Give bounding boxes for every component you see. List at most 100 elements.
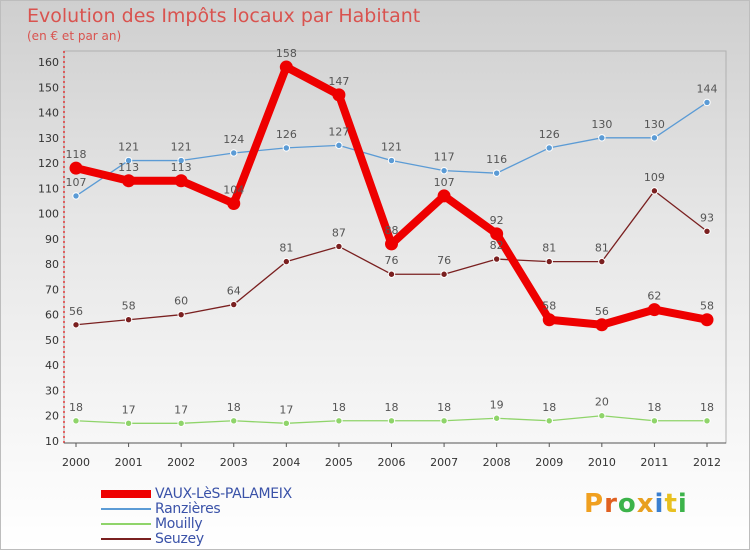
data-label: 144 bbox=[697, 82, 718, 95]
x-tick-label: 2000 bbox=[62, 456, 90, 469]
data-point bbox=[177, 419, 185, 428]
data-point bbox=[282, 144, 291, 152]
legend-label: Ranzières bbox=[155, 501, 221, 517]
x-tick-label: 2001 bbox=[115, 456, 143, 469]
data-point bbox=[387, 156, 396, 165]
data-label: 104 bbox=[223, 183, 244, 196]
data-point bbox=[332, 88, 346, 102]
logo-letter: i bbox=[677, 489, 688, 519]
data-label: 116 bbox=[486, 153, 507, 166]
y-tick-label: 60 bbox=[45, 309, 59, 322]
data-label: 58 bbox=[542, 300, 556, 313]
data-point bbox=[72, 417, 80, 425]
data-label: 18 bbox=[700, 401, 714, 414]
y-tick-label: 10 bbox=[45, 435, 59, 448]
data-label: 60 bbox=[174, 295, 188, 308]
data-label: 109 bbox=[644, 171, 665, 184]
data-point bbox=[650, 187, 659, 195]
data-point bbox=[174, 174, 188, 188]
data-label: 127 bbox=[328, 125, 349, 138]
data-label: 147 bbox=[328, 75, 349, 88]
data-point bbox=[647, 303, 661, 317]
data-label: 113 bbox=[171, 161, 192, 174]
data-point bbox=[177, 310, 185, 319]
data-labels-layer: 118 113 113 104 158 147 88 107 92 58 56 62 58 107 121 1… bbox=[66, 47, 718, 416]
data-label: 126 bbox=[539, 128, 560, 141]
data-point bbox=[227, 196, 241, 210]
data-point bbox=[335, 141, 343, 150]
data-label: 107 bbox=[66, 176, 87, 189]
data-point bbox=[279, 60, 293, 74]
data-label: 17 bbox=[279, 403, 293, 416]
data-label: 117 bbox=[434, 151, 455, 164]
data-label: 76 bbox=[385, 254, 399, 267]
data-point bbox=[385, 237, 398, 251]
data-point bbox=[72, 321, 80, 329]
data-label: 118 bbox=[66, 148, 87, 161]
y-tick-label: 20 bbox=[45, 410, 59, 423]
data-label: 76 bbox=[437, 254, 451, 267]
data-point bbox=[440, 417, 448, 425]
x-tick-label: 2006 bbox=[378, 456, 406, 469]
data-point bbox=[650, 134, 659, 142]
series-line-0 bbox=[75, 63, 708, 329]
data-point bbox=[124, 156, 133, 165]
data-point bbox=[650, 417, 659, 425]
data-point bbox=[595, 318, 609, 332]
data-label: 17 bbox=[122, 403, 136, 416]
data-point bbox=[335, 417, 343, 425]
y-tick-label: 130 bbox=[38, 132, 59, 145]
series-layer bbox=[69, 60, 714, 428]
data-point bbox=[122, 174, 136, 188]
data-label: 121 bbox=[118, 141, 139, 154]
data-label: 92 bbox=[490, 214, 504, 227]
y-tick-label: 90 bbox=[45, 233, 59, 246]
data-point bbox=[282, 419, 291, 428]
data-label: 158 bbox=[276, 47, 297, 60]
data-label: 130 bbox=[644, 118, 665, 131]
data-label: 19 bbox=[490, 398, 504, 411]
data-point bbox=[598, 412, 606, 420]
data-label: 20 bbox=[595, 396, 609, 409]
legend-label: Mouilly bbox=[155, 516, 203, 532]
x-tick-label: 2010 bbox=[588, 456, 616, 469]
chart-subtitle: (en € et par an) bbox=[27, 29, 122, 43]
data-point bbox=[703, 417, 711, 425]
data-point bbox=[440, 270, 448, 278]
data-point bbox=[230, 149, 238, 157]
data-label: 113 bbox=[118, 161, 139, 174]
data-point bbox=[700, 313, 714, 327]
x-tick-label: 2005 bbox=[325, 456, 353, 469]
data-point bbox=[703, 227, 711, 235]
data-label: 81 bbox=[279, 242, 293, 255]
logo-letter: o bbox=[617, 489, 637, 519]
data-point bbox=[230, 300, 238, 309]
data-label: 17 bbox=[174, 403, 188, 416]
x-tick-label: 2008 bbox=[483, 456, 511, 469]
data-point bbox=[598, 134, 606, 142]
x-tick-label: 2002 bbox=[167, 456, 195, 469]
legend-swatch bbox=[101, 523, 151, 525]
data-point bbox=[282, 257, 291, 266]
legend-label: VAUX-LèS-PALAMEIX bbox=[155, 486, 292, 502]
x-tick-label: 2011 bbox=[640, 456, 668, 469]
data-label: 18 bbox=[332, 401, 346, 414]
data-label: 87 bbox=[332, 226, 346, 239]
data-point bbox=[703, 98, 711, 107]
data-label: 56 bbox=[595, 305, 609, 318]
data-label: 107 bbox=[434, 176, 455, 189]
data-point bbox=[177, 156, 185, 165]
logo-letter: i bbox=[654, 489, 665, 519]
data-point bbox=[124, 316, 133, 324]
data-point bbox=[440, 166, 448, 175]
data-point bbox=[492, 255, 501, 263]
data-label: 58 bbox=[122, 300, 136, 313]
y-tick-label: 140 bbox=[38, 107, 59, 120]
data-point bbox=[492, 414, 501, 422]
data-label: 82 bbox=[490, 239, 504, 252]
data-point bbox=[72, 192, 80, 200]
data-point bbox=[542, 313, 556, 327]
logo-letter: t bbox=[664, 489, 678, 519]
data-label: 124 bbox=[223, 133, 244, 146]
data-point bbox=[490, 227, 504, 241]
